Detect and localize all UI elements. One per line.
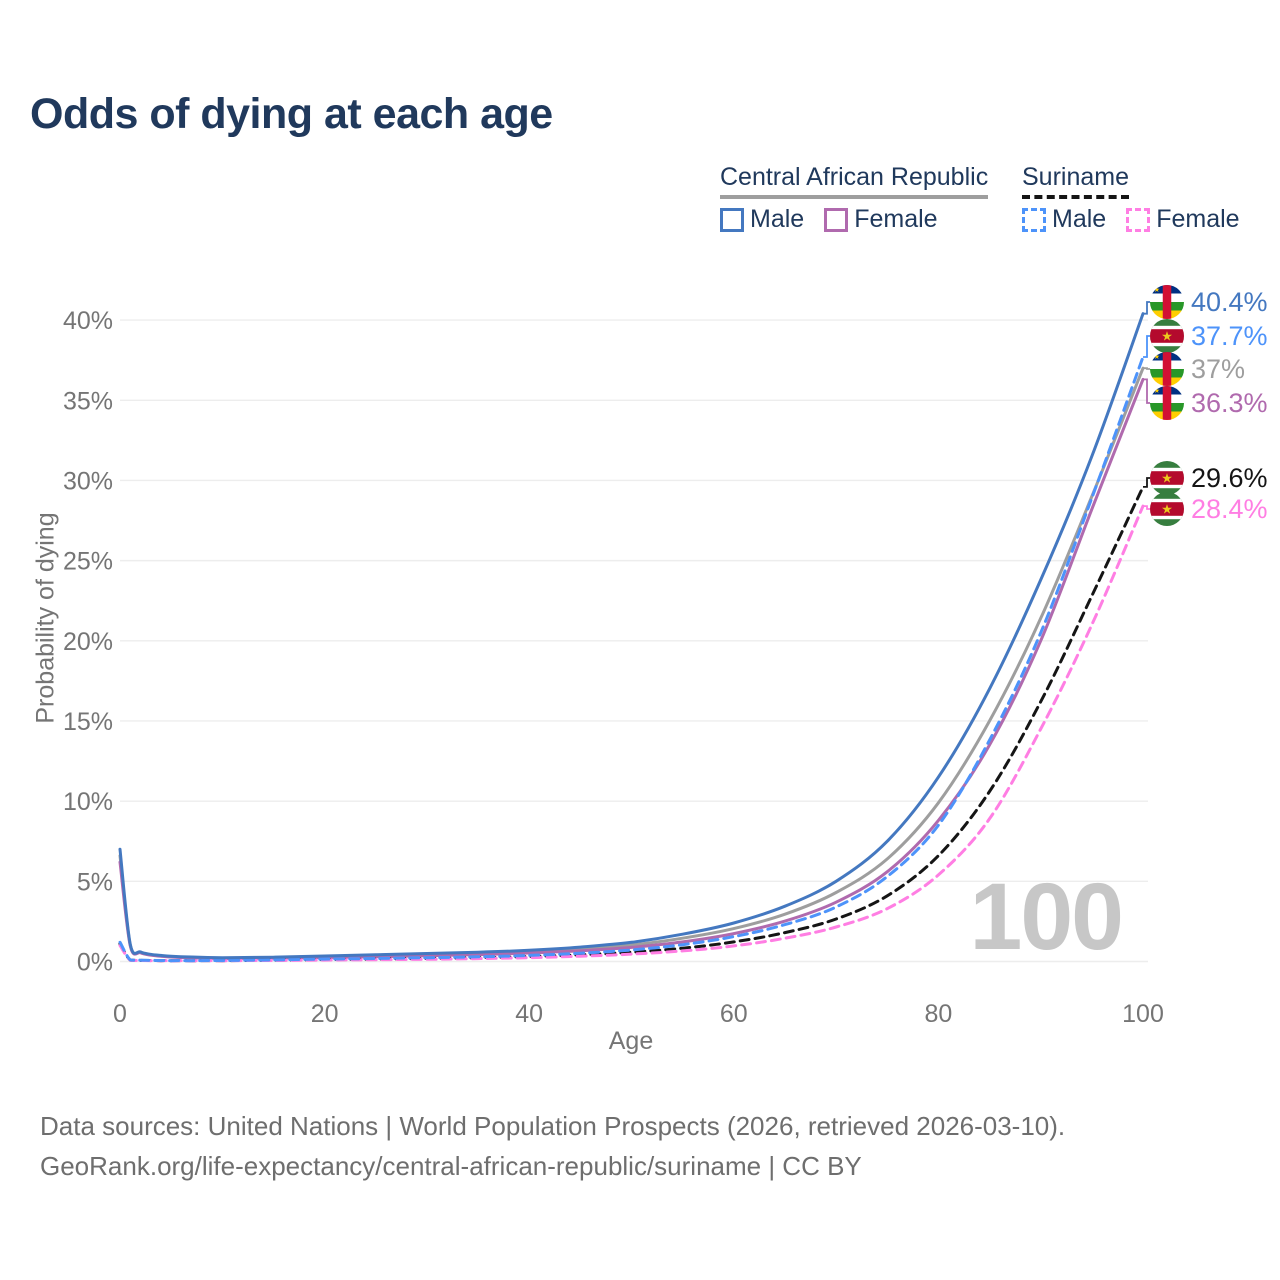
legend-country-label: Suriname <box>1022 163 1129 199</box>
sur-female-swatch-icon <box>1126 207 1151 232</box>
central-african-republic-flag-icon <box>1150 285 1184 319</box>
central-african-republic-flag-icon <box>1150 352 1184 386</box>
page-title: Odds of dying at each age <box>30 90 553 138</box>
suriname-flag-icon <box>1150 492 1184 526</box>
end-label-value: 40.4% <box>1191 286 1268 317</box>
y-tick-label: 40% <box>63 307 113 335</box>
end-label-value: 29.6% <box>1191 462 1268 493</box>
suriname-flag-icon <box>1150 461 1184 495</box>
footer: Data sources: United Nations | World Pop… <box>40 1106 1065 1186</box>
legend-item-sur-female: Female <box>1126 205 1240 234</box>
y-tick-label: 25% <box>63 548 113 576</box>
legend-item-label: Female <box>854 205 938 233</box>
end-label-car-both: 37% <box>1150 352 1245 386</box>
age-watermark: 100 <box>969 864 1124 970</box>
attribution-line: GeoRank.org/life-expectancy/central-afri… <box>40 1151 862 1181</box>
y-tick-label: 35% <box>63 387 113 415</box>
legend-item-car-male: Male <box>720 205 804 234</box>
series-line-sur-female <box>118 504 1145 963</box>
car-female-swatch-icon <box>824 207 849 232</box>
end-label-sur-male: 37.7% <box>1150 319 1268 353</box>
end-label-value: 28.4% <box>1191 493 1268 524</box>
x-tick-label: 20 <box>311 1000 339 1028</box>
end-label-connector-car-female <box>1143 378 1151 404</box>
series-line-sur-male <box>118 355 1145 963</box>
x-tick-label: 40 <box>515 1000 543 1028</box>
x-tick-label: 0 <box>113 1000 127 1028</box>
end-label-connector-car-both <box>1143 367 1151 370</box>
end-label-value: 36.3% <box>1191 387 1268 418</box>
end-label-car-male: 40.4% <box>1150 285 1268 319</box>
legend-group-suriname: Suriname Male Female <box>1022 163 1240 234</box>
legend-country-label: Central African Republic <box>720 163 989 199</box>
end-label-car-female: 36.3% <box>1150 386 1268 420</box>
series-line-car-male <box>118 312 1145 960</box>
legend-items: Male Female <box>720 205 988 234</box>
y-tick-label: 10% <box>63 788 113 816</box>
legend-item-label: Male <box>1052 205 1107 233</box>
car-male-swatch-icon <box>720 207 744 232</box>
y-tick-label: 30% <box>63 467 113 495</box>
legend-item-car-female: Female <box>824 205 938 234</box>
end-label-sur-both: 29.6% <box>1150 461 1268 495</box>
end-label-value: 37% <box>1191 353 1246 384</box>
y-tick-label: 15% <box>63 708 113 736</box>
legend-item-label: Male <box>750 205 805 233</box>
end-label-connector-car-male <box>1143 301 1151 315</box>
central-african-republic-flag-icon <box>1150 386 1184 420</box>
legend-item-label: Female <box>1156 205 1240 233</box>
sur-male-swatch-icon <box>1022 207 1046 232</box>
y-tick-label: 20% <box>63 628 113 656</box>
x-axis-title: Age <box>608 1027 654 1055</box>
suriname-flag-icon <box>1150 319 1184 353</box>
end-label-connector-sur-male <box>1143 335 1151 358</box>
end-label-sur-female: 28.4% <box>1150 492 1268 526</box>
end-label-connector-sur-female <box>1143 505 1151 510</box>
series-line-car-both <box>118 366 1145 960</box>
x-tick-label: 60 <box>720 1000 748 1028</box>
x-tick-label: 100 <box>1122 1000 1164 1028</box>
legend-item-sur-male: Male <box>1022 205 1106 234</box>
y-tick-label: 5% <box>77 868 113 896</box>
data-source-line: Data sources: United Nations | World Pop… <box>40 1111 1066 1141</box>
y-tick-label: 0% <box>77 949 113 977</box>
legend-group-central-african-republic: Central African Republic Male Female <box>720 163 989 234</box>
end-label-value: 37.7% <box>1191 320 1268 351</box>
legend-items: Male Female <box>1022 205 1240 234</box>
end-label-connector-sur-both <box>1143 477 1151 488</box>
series-line-car-female <box>118 377 1145 961</box>
x-tick-label: 80 <box>924 1000 952 1028</box>
